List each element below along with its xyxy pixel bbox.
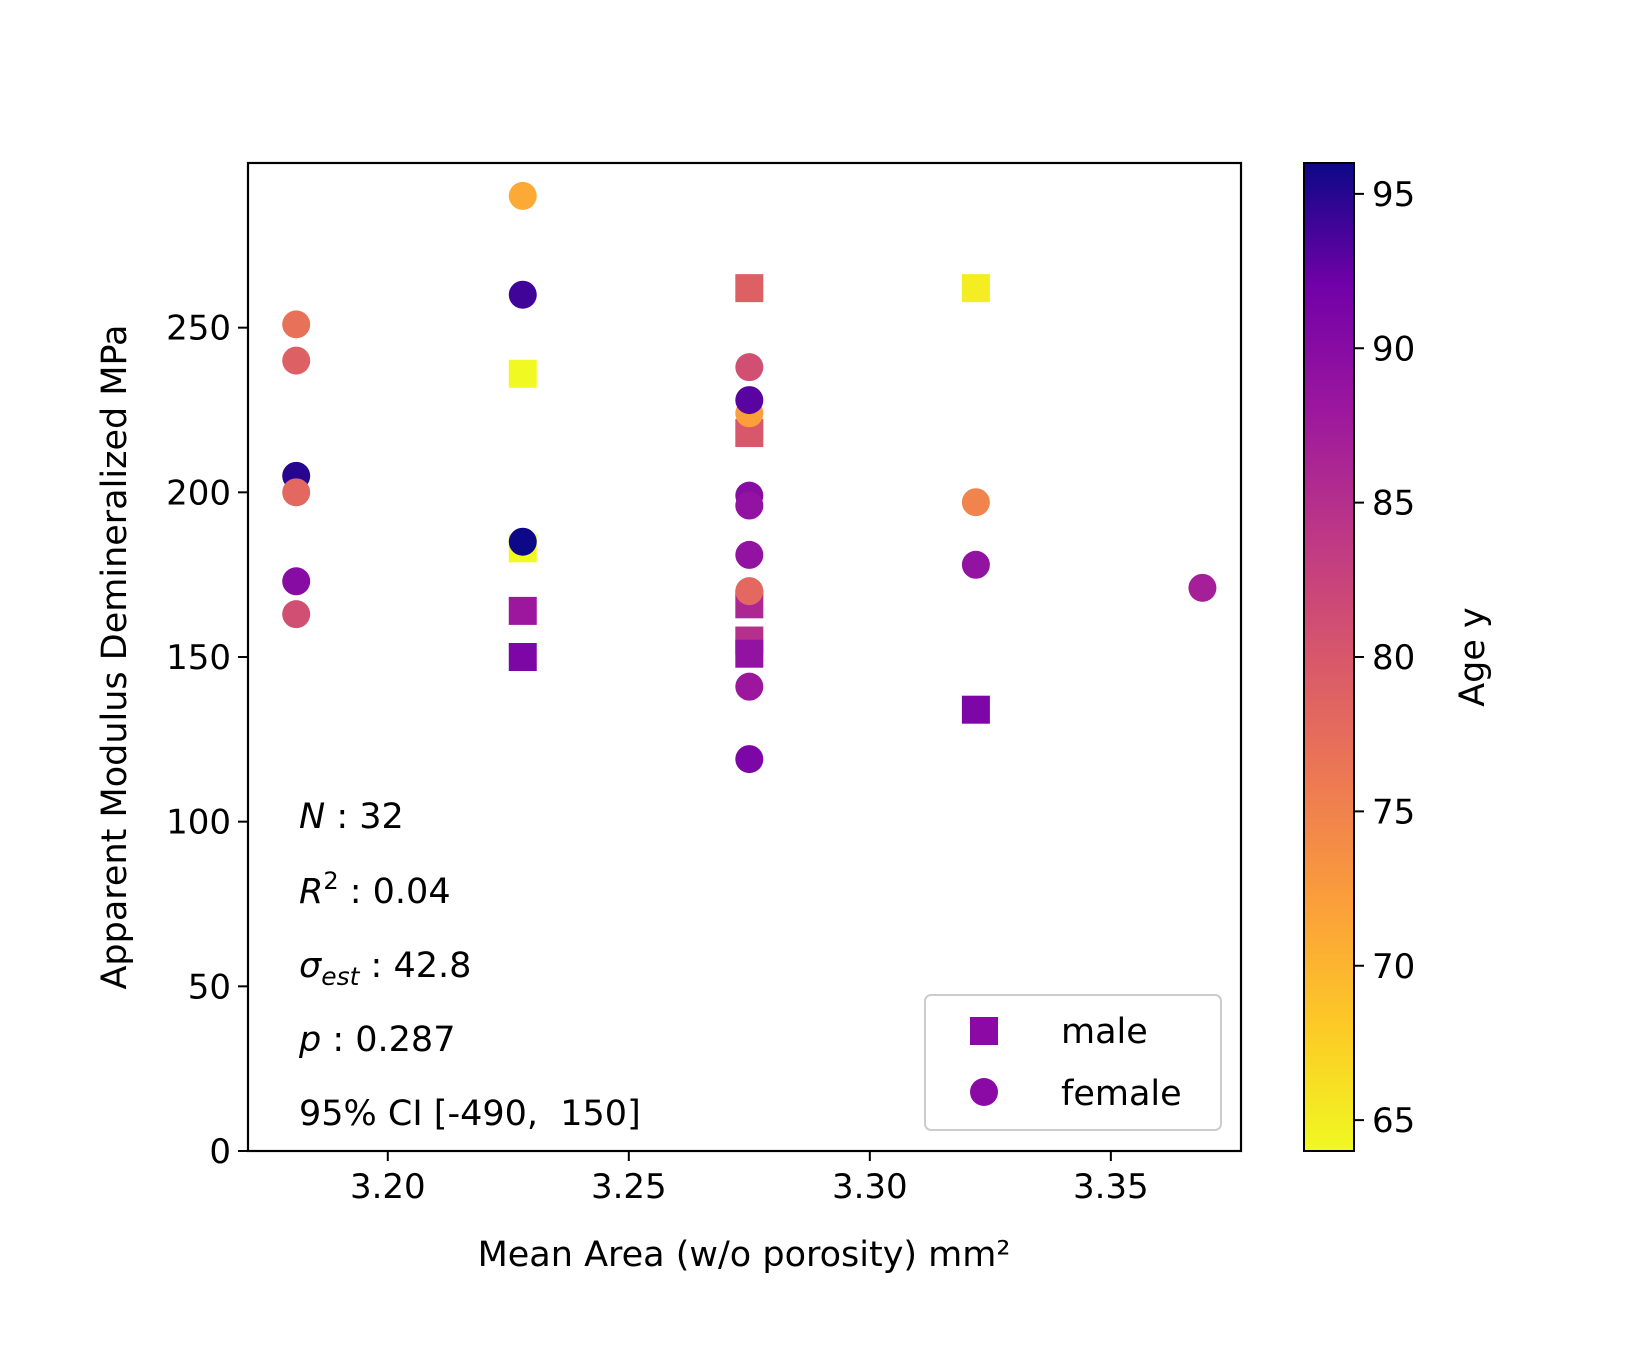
point-male	[961, 695, 990, 724]
colorbar-tick-label: 75	[1372, 792, 1415, 832]
legend: male female	[924, 994, 1222, 1131]
point-female	[735, 672, 764, 701]
y-tick-label: 150	[166, 638, 231, 678]
x-tick-label: 3.20	[350, 1167, 426, 1207]
colorbar: 65 70 75 80 85 90 95 Age y	[1303, 162, 1493, 1152]
point-female	[735, 491, 764, 520]
point-female	[961, 488, 990, 517]
legend-box	[924, 994, 1222, 1131]
point-female	[735, 353, 764, 382]
point-female	[282, 567, 311, 596]
colorbar-label: Age y	[1453, 607, 1493, 707]
x-axis-label: Mean Area (w/o porosity) mm²	[478, 1235, 1011, 1275]
colorbar-tick-label: 70	[1372, 947, 1415, 987]
colorbar-tick-label: 65	[1372, 1101, 1415, 1141]
stat-n: N : 32	[299, 797, 404, 837]
stat-ci: 95% CI [-490, 150]	[299, 1094, 641, 1134]
point-female	[735, 386, 764, 415]
point-female	[282, 600, 311, 629]
point-male	[508, 359, 537, 388]
x-tick-label: 3.30	[832, 1167, 908, 1207]
x-axis-ticks: 3.20 3.25 3.30 3.35	[350, 1151, 1149, 1207]
colorbar-tick-label: 80	[1372, 638, 1415, 678]
point-male	[508, 596, 537, 625]
x-tick-label: 3.35	[1073, 1167, 1149, 1207]
legend-label-female: female	[1061, 1074, 1182, 1114]
y-tick-label: 100	[166, 803, 231, 843]
colorbar-gradient	[1303, 162, 1355, 1152]
stat-sigma: σest : 42.8	[299, 946, 471, 991]
point-male	[735, 274, 764, 303]
point-female	[282, 478, 311, 507]
point-male	[961, 274, 990, 303]
legend-label-male: male	[1061, 1012, 1148, 1052]
x-tick-label: 3.25	[591, 1167, 667, 1207]
y-tick-label: 250	[166, 309, 231, 349]
point-female	[282, 346, 311, 375]
point-female	[508, 280, 537, 309]
legend-circle-marker	[970, 1078, 998, 1106]
point-male	[735, 639, 764, 668]
y-axis-label: Apparent Modulus Demineralized MPa	[95, 324, 135, 989]
point-female	[735, 540, 764, 569]
y-tick-label: 50	[188, 967, 231, 1007]
stat-p: p : 0.287	[298, 1020, 455, 1060]
point-female	[282, 310, 311, 339]
colorbar-tick-label: 95	[1372, 175, 1415, 215]
point-female	[508, 181, 537, 210]
point-female	[735, 745, 764, 774]
point-female	[508, 527, 537, 556]
colorbar-tick-label: 85	[1372, 484, 1415, 524]
legend-square-marker	[970, 1017, 998, 1045]
colorbar-tick-label: 90	[1372, 329, 1415, 369]
colorbar-ticks: 65 70 75 80 85 90 95	[1354, 175, 1415, 1141]
y-tick-label: 0	[209, 1132, 231, 1172]
point-female	[1188, 573, 1217, 602]
data-points	[282, 181, 1217, 774]
stats-annotation: N : 32 R2 : 0.04 σest : 42.8 p : 0.287 9…	[298, 797, 641, 1134]
point-female	[735, 577, 764, 606]
point-female	[961, 550, 990, 579]
point-male	[508, 643, 537, 671]
y-axis-ticks: 0 50 100 150 200 250	[166, 309, 248, 1172]
stat-r2: R2 : 0.04	[299, 867, 451, 912]
y-tick-label: 200	[166, 473, 231, 513]
